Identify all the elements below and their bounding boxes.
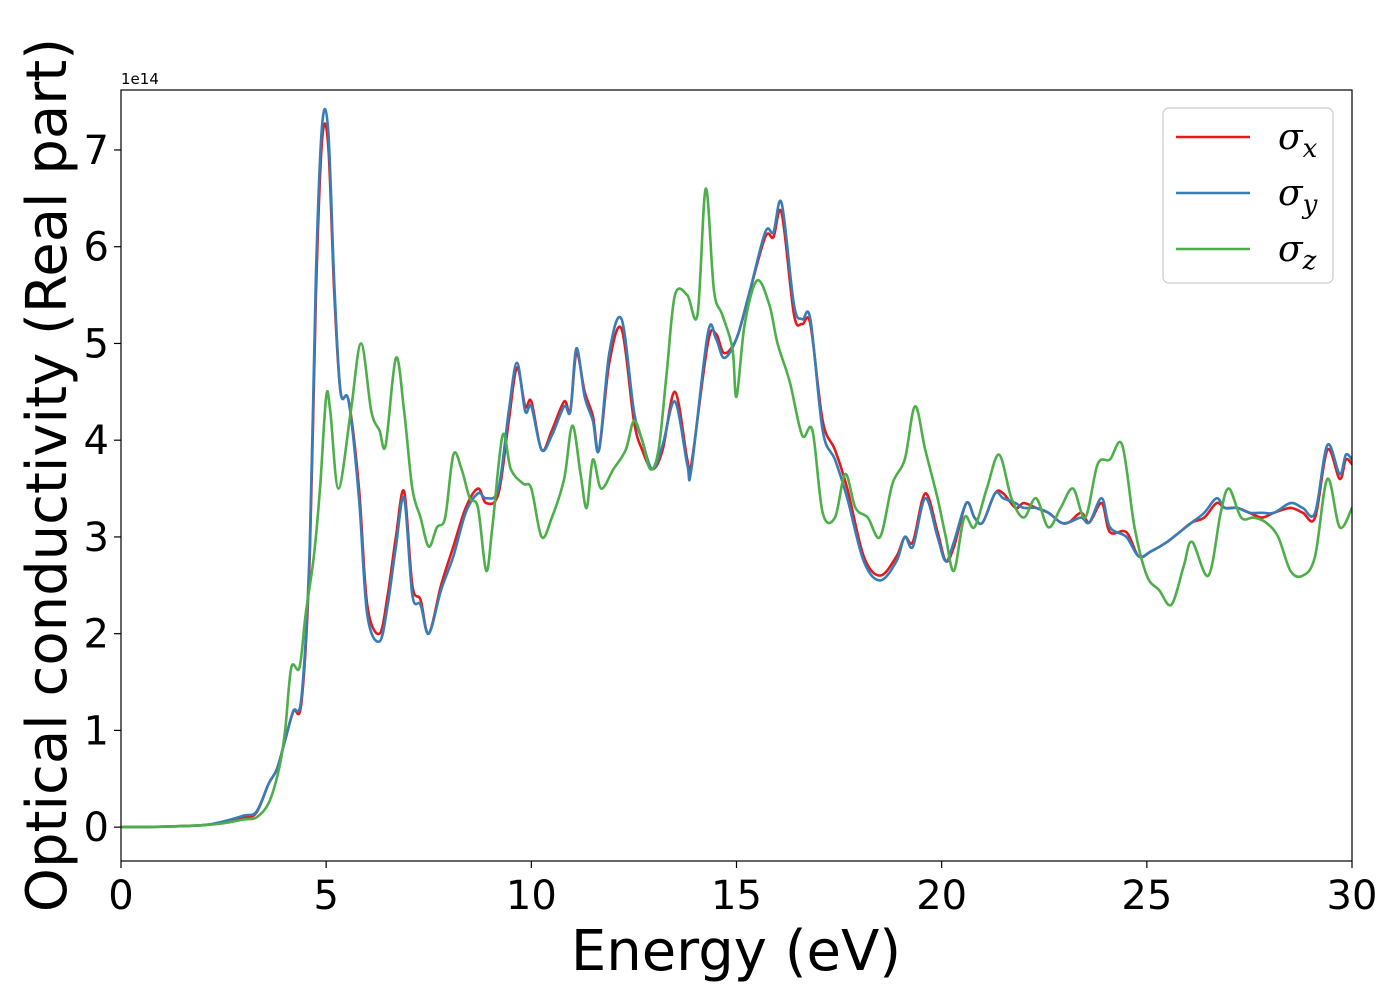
y-offset-label: 1e14 — [121, 70, 159, 88]
legend-label-y: σy — [1278, 173, 1318, 220]
legend-label-base: σ — [1278, 229, 1304, 270]
y-tick-label: 3 — [84, 515, 109, 561]
y-tick-label: 1 — [84, 708, 109, 754]
series-layer — [121, 107, 1352, 829]
legend-label-subscript: y — [1302, 190, 1318, 220]
x-tick-label: 15 — [711, 873, 762, 919]
x-tick-label: 20 — [916, 873, 967, 919]
legend-label-z: σz — [1278, 229, 1317, 276]
legend-label-subscript: x — [1303, 134, 1318, 164]
legend-label-x: σx — [1278, 117, 1318, 164]
x-tick-label: 0 — [108, 873, 133, 919]
y-tick-label: 0 — [84, 805, 109, 851]
x-axis-ticks: 0 5 10 15 20 25 30 — [108, 861, 1377, 919]
y-tick-label: 5 — [84, 321, 109, 367]
plot-area — [121, 90, 1352, 861]
x-axis-label: Energy (eV) — [571, 919, 901, 984]
y-tick-label: 4 — [84, 418, 109, 464]
legend-label-base: σ — [1278, 173, 1304, 214]
y-axis-ticks: 0 1 2 3 4 5 6 7 — [84, 128, 121, 851]
x-tick-label: 25 — [1121, 873, 1172, 919]
y-axis-label: Optical conductivity (Real part) — [15, 38, 80, 912]
series-line-z — [121, 187, 1352, 829]
x-tick-label: 30 — [1327, 873, 1378, 919]
x-tick-label: 5 — [313, 873, 338, 919]
legend-frame — [1162, 107, 1334, 284]
y-tick-label: 6 — [84, 225, 109, 271]
series-line-y — [121, 107, 1352, 829]
y-tick-label: 2 — [84, 612, 109, 658]
legend-label-subscript: z — [1302, 246, 1317, 276]
y-tick-label: 7 — [84, 128, 109, 174]
x-tick-label: 10 — [506, 873, 557, 919]
legend-label-base: σ — [1278, 117, 1304, 158]
